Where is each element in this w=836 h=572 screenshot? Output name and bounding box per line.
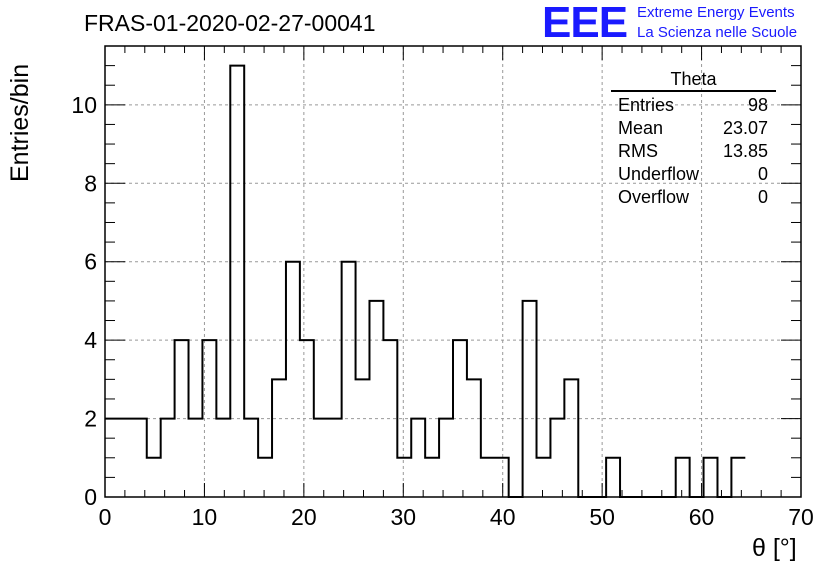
- histogram-bin: [425, 458, 439, 497]
- stats-value: 0: [757, 187, 768, 207]
- stats-value: 98: [747, 95, 768, 115]
- histogram-bin: [439, 419, 453, 497]
- y-tick-label: 8: [84, 170, 97, 196]
- stats-title: Theta: [611, 68, 776, 92]
- histogram-bin: [676, 458, 690, 497]
- x-tick-label: 40: [490, 504, 516, 530]
- histogram-bin: [495, 458, 509, 497]
- x-tick-label: 30: [390, 504, 416, 530]
- histogram-bin: [411, 419, 425, 497]
- histogram-bin: [147, 458, 161, 497]
- stats-row-mean: Mean 23.07: [611, 117, 776, 140]
- y-tick-label: 2: [84, 406, 97, 432]
- logo-line-2: La Scienza nelle Scuole: [637, 24, 798, 41]
- histogram-bin: [550, 419, 564, 497]
- histogram-bin: [467, 379, 481, 497]
- histogram-bin: [244, 419, 258, 497]
- x-tick-label: 10: [192, 504, 218, 530]
- y-tick-label: 0: [84, 484, 97, 510]
- histogram-bin: [286, 262, 300, 497]
- x-tick-label: 20: [291, 504, 317, 530]
- histogram-bin: [161, 419, 175, 497]
- histogram-bin: [704, 458, 718, 497]
- x-tick-label: 50: [589, 504, 615, 530]
- histogram-bin: [731, 458, 745, 497]
- x-tick-label: 0: [99, 504, 112, 530]
- histogram-bin: [189, 419, 203, 497]
- histogram-bin: [356, 379, 370, 497]
- histogram-bin: [342, 262, 356, 497]
- stats-row-underflow: Underflow 0: [611, 163, 776, 186]
- stats-row-rms: RMS 13.85: [611, 140, 776, 163]
- histogram-bin: [537, 458, 551, 497]
- y-axis-label: Entries/bin: [6, 63, 34, 182]
- stats-row-entries: Entries 98: [611, 94, 776, 117]
- histogram-bin: [564, 379, 578, 497]
- histogram-bin: [133, 419, 147, 497]
- chart-title: FRAS-01-2020-02-27-00041: [84, 10, 376, 36]
- histogram-bin: [369, 301, 383, 497]
- logo-line-1: Extreme Energy Events: [637, 4, 795, 21]
- stats-label: Underflow: [618, 164, 700, 184]
- plot-frame: [104, 45, 802, 498]
- x-axis-label: θ [°]: [752, 534, 797, 562]
- stats-box: Theta Entries 98 Mean 23.07 RMS 13.85 Under…: [611, 68, 776, 209]
- stats-label: RMS: [618, 141, 658, 161]
- histogram-bin: [216, 419, 230, 497]
- histogram-bin: [175, 340, 189, 497]
- eee-logo: EEE: [542, 0, 628, 47]
- stats-row-overflow: Overflow 0: [611, 186, 776, 209]
- histogram-bin: [272, 379, 286, 497]
- stats-label: Overflow: [618, 187, 690, 207]
- stats-value: 0: [757, 164, 768, 184]
- y-tick-label: 6: [84, 249, 97, 275]
- histogram-bin: [397, 458, 411, 497]
- histogram-bin: [230, 66, 244, 497]
- y-tick-label: 10: [71, 92, 97, 118]
- x-tick-label: 60: [689, 504, 715, 530]
- stats-value: 13.85: [722, 141, 768, 161]
- stats-value: 23.07: [722, 118, 768, 138]
- histogram-bin: [258, 458, 272, 497]
- histogram-bin: [314, 419, 328, 497]
- x-tick-label: 70: [788, 504, 814, 530]
- histogram-bin: [328, 419, 342, 497]
- y-tick-label: 4: [84, 327, 97, 353]
- histogram-bin: [523, 301, 537, 497]
- stats-label: Mean: [618, 118, 664, 138]
- histogram-bin: [606, 458, 620, 497]
- stats-label: Entries: [618, 95, 675, 115]
